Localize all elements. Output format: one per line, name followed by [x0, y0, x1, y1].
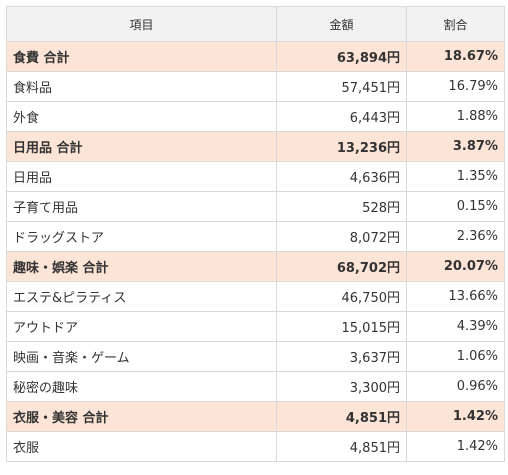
table-body: 食費 合計 63,894円 18.67% 食料品 57,451円 16.79% 外食 6,44… [6, 41, 505, 462]
cell-amount: 3,300円 [276, 371, 407, 402]
cell-item: アウトドア [6, 311, 277, 342]
subtotal-row: 食費 合計 63,894円 18.67% [6, 41, 505, 72]
header-amount: 金額 [276, 6, 407, 42]
subtotal-row: 衣服・美容 合計 4,851円 1.42% [6, 401, 505, 432]
cell-ratio: 0.15% [406, 191, 505, 222]
cell-amount: 68,702円 [276, 251, 407, 282]
table-row: 外食 6,443円 1.88% [6, 101, 505, 132]
table-row: ドラッグストア 8,072円 2.36% [6, 221, 505, 252]
cell-amount: 57,451円 [276, 71, 407, 102]
cell-item: 日用品 [6, 161, 277, 192]
cell-amount: 4,851円 [276, 431, 407, 462]
cell-ratio: 1.35% [406, 161, 505, 192]
cell-ratio: 16.79% [406, 71, 505, 102]
cell-item: 日用品 合計 [6, 131, 277, 162]
cell-ratio: 1.06% [406, 341, 505, 372]
cell-item: ドラッグストア [6, 221, 277, 252]
table-row: エステ&ピラティス 46,750円 13.66% [6, 281, 505, 312]
cell-amount: 4,851円 [276, 401, 407, 432]
header-item: 項目 [6, 6, 277, 42]
cell-item: 映画・音楽・ゲーム [6, 341, 277, 372]
cell-item: 衣服 [6, 431, 277, 462]
table-row: 秘密の趣味 3,300円 0.96% [6, 371, 505, 402]
cell-ratio: 1.42% [406, 401, 505, 432]
table-row: アウトドア 15,015円 4.39% [6, 311, 505, 342]
cell-ratio: 13.66% [406, 281, 505, 312]
cell-ratio: 1.42% [406, 431, 505, 462]
cell-ratio: 4.39% [406, 311, 505, 342]
cell-ratio: 2.36% [406, 221, 505, 252]
cell-amount: 63,894円 [276, 41, 407, 72]
cell-amount: 46,750円 [276, 281, 407, 312]
table-row: 衣服 4,851円 1.42% [6, 431, 505, 462]
cell-ratio: 18.67% [406, 41, 505, 72]
cell-ratio: 0.96% [406, 371, 505, 402]
cell-item: 子育て用品 [6, 191, 277, 222]
cell-amount: 15,015円 [276, 311, 407, 342]
cell-amount: 3,637円 [276, 341, 407, 372]
cell-ratio: 1.88% [406, 101, 505, 132]
cell-item: 衣服・美容 合計 [6, 401, 277, 432]
cell-amount: 13,236円 [276, 131, 407, 162]
subtotal-row: 日用品 合計 13,236円 3.87% [6, 131, 505, 162]
header-ratio: 割合 [406, 6, 505, 42]
cell-item: エステ&ピラティス [6, 281, 277, 312]
cell-amount: 4,636円 [276, 161, 407, 192]
cell-ratio: 20.07% [406, 251, 505, 282]
cell-amount: 8,072円 [276, 221, 407, 252]
cell-item: 食料品 [6, 71, 277, 102]
subtotal-row: 趣味・娯楽 合計 68,702円 20.07% [6, 251, 505, 282]
expense-table-container: 項目 金額 割合 食費 合計 63,894円 18.67% 食料品 57,451円 16.… [6, 6, 505, 462]
cell-amount: 528円 [276, 191, 407, 222]
cell-item: 食費 合計 [6, 41, 277, 72]
table-row: 子育て用品 528円 0.15% [6, 191, 505, 222]
table-header-row: 項目 金額 割合 [6, 6, 505, 42]
table-row: 映画・音楽・ゲーム 3,637円 1.06% [6, 341, 505, 372]
cell-amount: 6,443円 [276, 101, 407, 132]
table-row: 日用品 4,636円 1.35% [6, 161, 505, 192]
cell-item: 秘密の趣味 [6, 371, 277, 402]
table-row: 食料品 57,451円 16.79% [6, 71, 505, 102]
cell-item: 趣味・娯楽 合計 [6, 251, 277, 282]
cell-ratio: 3.87% [406, 131, 505, 162]
cell-item: 外食 [6, 101, 277, 132]
expense-table: 項目 金額 割合 食費 合計 63,894円 18.67% 食料品 57,451円 16.… [6, 6, 505, 462]
